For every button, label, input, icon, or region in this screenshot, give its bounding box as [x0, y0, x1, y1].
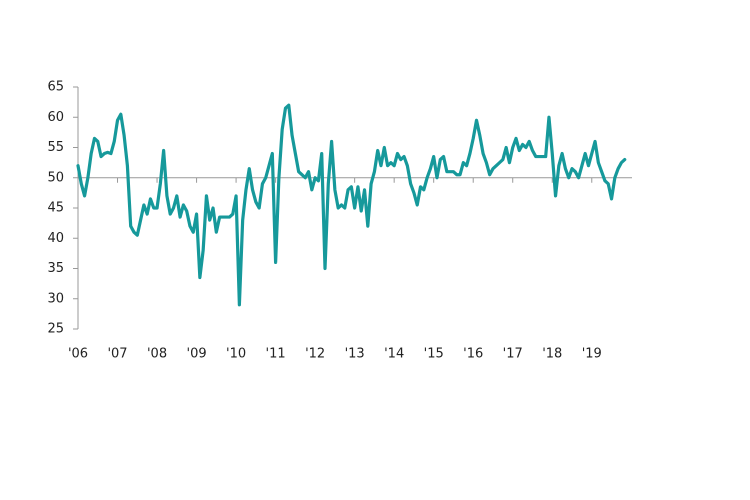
x-tick-label: '12: [305, 347, 325, 362]
y-tick-label: 25: [47, 322, 64, 337]
x-tick-label: '17: [503, 347, 523, 362]
y-tick-label: 45: [47, 201, 64, 216]
y-tick-label: 40: [47, 231, 64, 246]
x-tick-label: '16: [463, 347, 483, 362]
data-line: [76, 103, 627, 307]
y-tick-label: 65: [47, 80, 64, 95]
x-tick-label: '11: [266, 347, 286, 362]
x-tick-label: '13: [345, 347, 365, 362]
x-tick-label: '19: [582, 347, 602, 362]
x-tick-label: '15: [424, 347, 444, 362]
x-tick-label: '07: [107, 347, 127, 362]
y-tick-label: 35: [47, 261, 64, 276]
y-tick-label: 50: [47, 170, 64, 185]
x-tick-label: '09: [187, 347, 207, 362]
y-tick-label: 55: [47, 140, 64, 155]
x-tick-label: '06: [68, 347, 88, 362]
y-tick-label: 60: [47, 110, 64, 125]
x-tick-label: '14: [384, 347, 404, 362]
x-tick-label: '10: [226, 347, 246, 362]
x-tick-label: '18: [542, 347, 562, 362]
x-tick-label: '08: [147, 347, 167, 362]
y-tick-label: 30: [47, 291, 64, 306]
